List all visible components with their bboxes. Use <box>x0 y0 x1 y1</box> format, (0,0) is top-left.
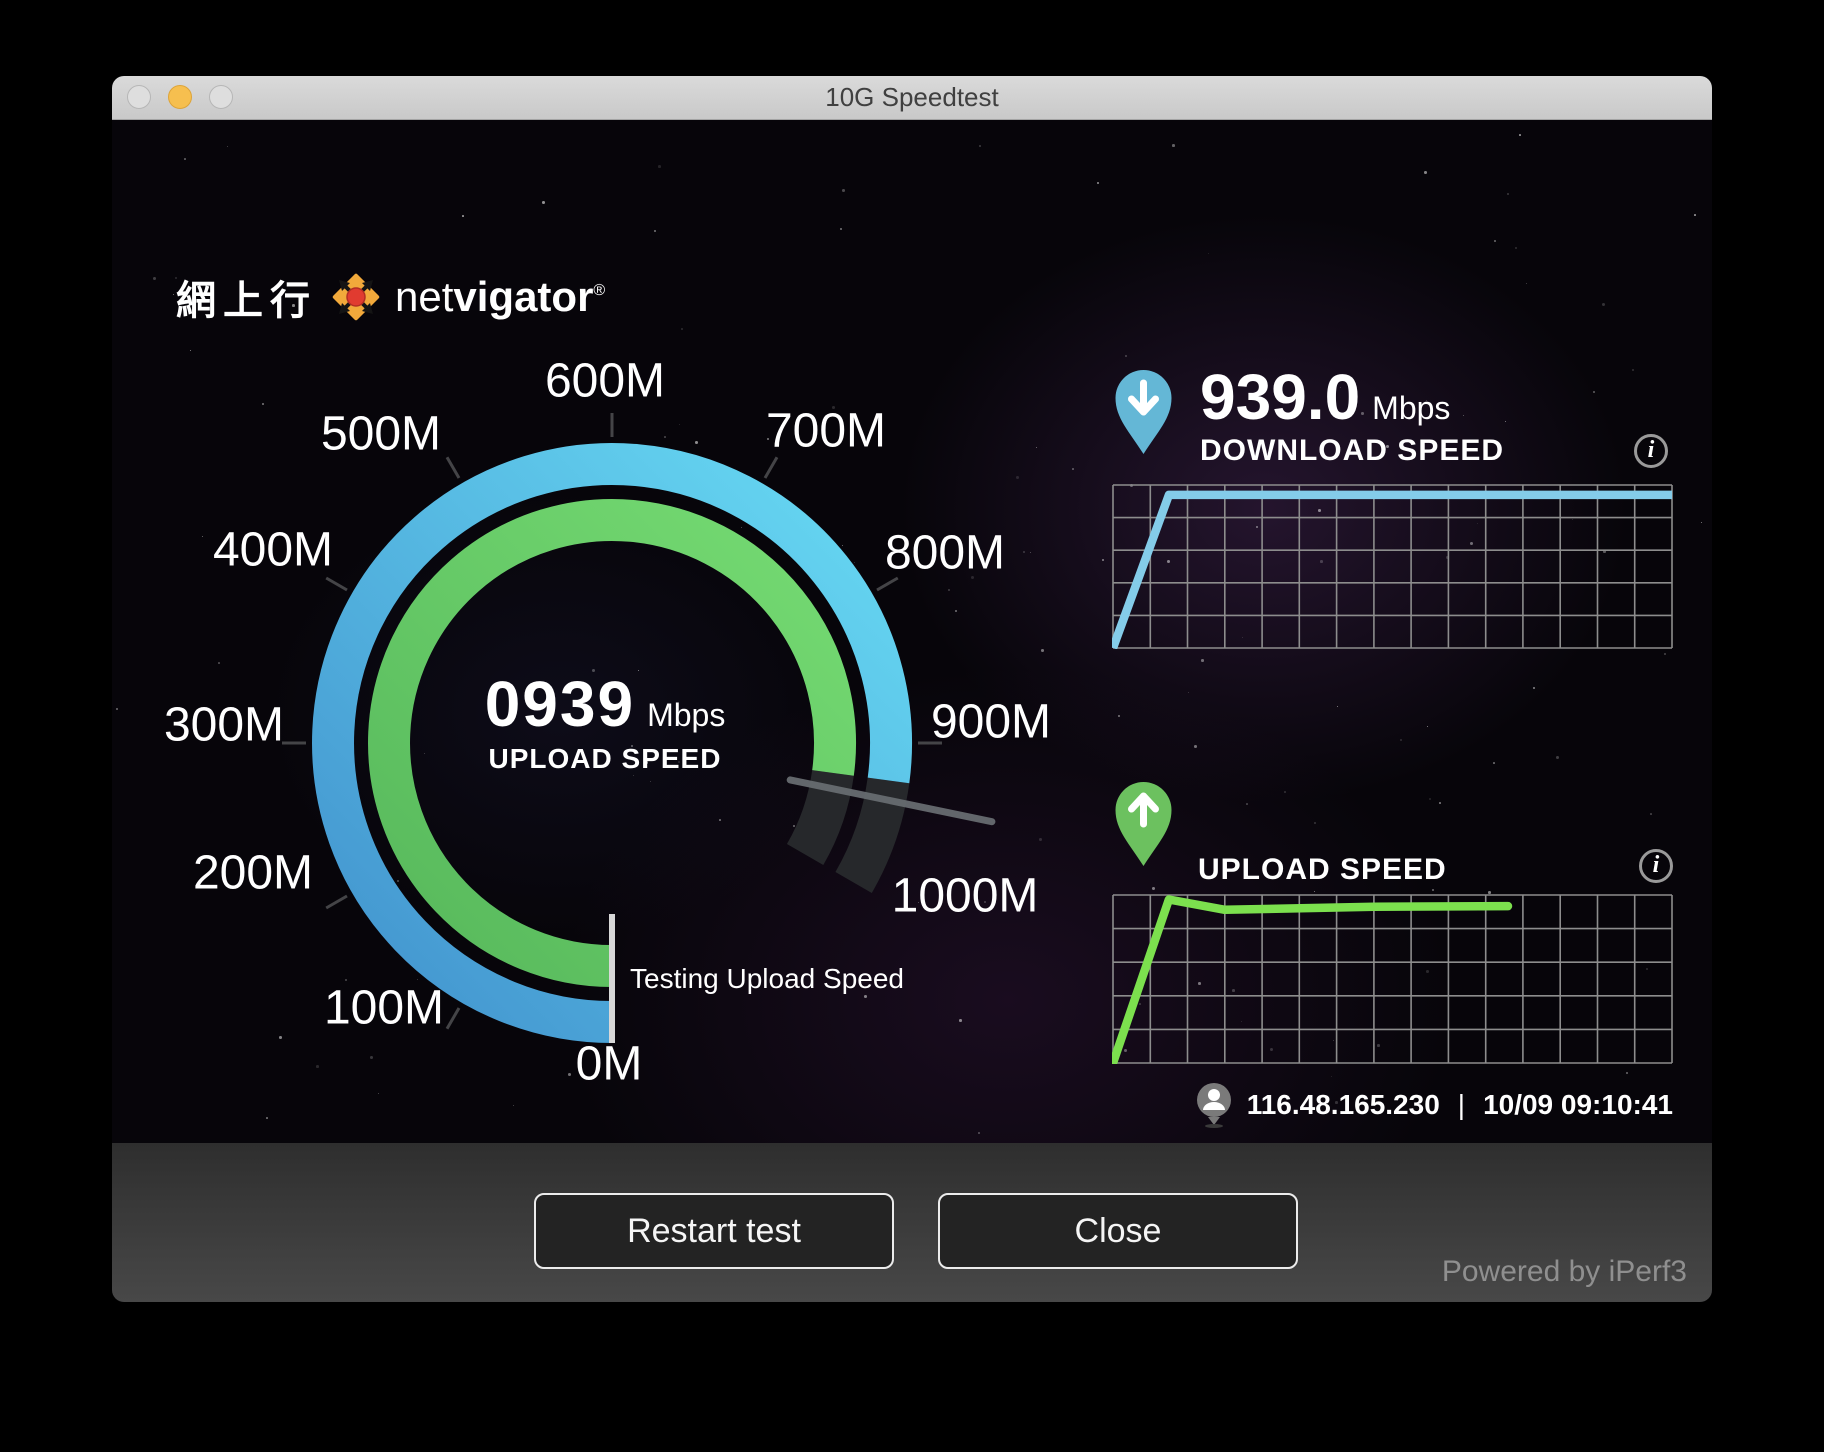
upload-info-icon[interactable]: i <box>1639 849 1673 883</box>
restart-test-button[interactable]: Restart test <box>534 1193 894 1269</box>
speed-gauge <box>282 413 996 1043</box>
test-status-text: Testing Upload Speed <box>630 963 904 994</box>
gauge-tick-800: 800M <box>884 526 1006 580</box>
starfield-background <box>112 120 1712 1143</box>
gauge-value: 0939 <box>484 668 636 740</box>
download-label: DOWNLOAD SPEED <box>1200 434 1505 467</box>
minimize-button[interactable] <box>168 85 192 109</box>
main-content: 網上行 net vigator ® 0M 100M <box>112 120 1712 1143</box>
title-bar: 10G Speedtest <box>112 76 1712 120</box>
window-title: 10G Speedtest <box>825 82 999 112</box>
download-pin-icon <box>1115 370 1172 454</box>
zoom-button[interactable] <box>209 85 233 109</box>
ip-address: 116.48.165.230 <box>1246 1089 1440 1120</box>
logo-wordmark: net vigator ® <box>395 273 605 321</box>
gauge-center-readout: 0939 Mbps UPLOAD SPEED <box>485 667 726 775</box>
download-chart <box>1112 484 1673 649</box>
gauge-unit: Mbps <box>647 697 726 733</box>
upload-label: UPLOAD SPEED <box>1198 853 1447 886</box>
gauge-tick-100: 100M <box>323 981 445 1035</box>
registered-mark: ® <box>593 282 606 299</box>
gauge-tick-1000: 1000M <box>891 869 1039 923</box>
gauge-tick-300: 300M <box>163 698 285 752</box>
timestamp: 10/09 09:10:41 <box>1483 1089 1673 1120</box>
download-readout: 939.0 Mbps <box>1200 360 1450 434</box>
connection-info: 116.48.165.230 | 10/09 09:10:41 <box>1112 1082 1673 1128</box>
close-button-footer[interactable]: Close <box>938 1193 1298 1269</box>
app-window: 10G Speedtest 網上行 net vigator ® <box>112 76 1712 1302</box>
footer-bar: Restart test Close Powered by iPerf3 <box>112 1143 1712 1302</box>
logo-vigator-text: vigator <box>453 273 594 320</box>
close-button[interactable] <box>127 85 151 109</box>
logo-net-text: net <box>395 273 454 320</box>
compass-diamond-icon <box>332 273 380 321</box>
netvigator-logo: 網上行 net vigator ® <box>176 268 605 326</box>
gauge-tick-900: 900M <box>930 695 1052 749</box>
logo-chinese-text: 網上行 <box>176 279 317 323</box>
separator: | <box>1457 1089 1466 1120</box>
download-info-icon[interactable]: i <box>1634 434 1668 468</box>
upload-pin-icon <box>1115 782 1172 866</box>
traffic-lights <box>127 85 233 109</box>
user-pin-icon <box>1196 1083 1231 1128</box>
download-value: 939.0 <box>1200 361 1361 433</box>
gauge-tick-200: 200M <box>192 846 314 900</box>
download-unit: Mbps <box>1372 390 1451 426</box>
gauge-tick-0: 0M <box>575 1037 643 1091</box>
powered-by-text: Powered by iPerf3 <box>1441 1255 1687 1288</box>
gauge-caption: UPLOAD SPEED <box>488 743 722 774</box>
gauge-tick-500: 500M <box>320 407 442 461</box>
upload-chart <box>1112 894 1673 1064</box>
gauge-tick-700: 700M <box>765 404 887 458</box>
gauge-tick-400: 400M <box>212 523 334 577</box>
gauge-tick-600: 600M <box>544 354 666 408</box>
